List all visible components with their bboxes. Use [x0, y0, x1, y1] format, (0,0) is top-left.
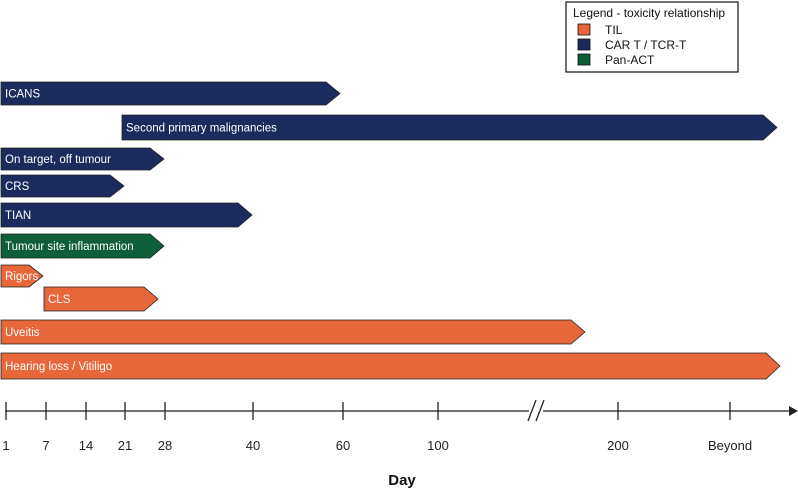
legend-label-car-t-tcr-t: CAR T / TCR-T: [605, 38, 687, 52]
bar-label-icans: ICANS: [5, 89, 40, 101]
legend-box: [565, 1, 739, 73]
x-axis-title: Day: [388, 472, 416, 489]
legend-swatch-car-t-tcr-t: [577, 38, 591, 51]
x-tick-label-200: 200: [607, 438, 629, 453]
bar-crs: [0, 174, 125, 198]
x-tick-label-100: 100: [427, 438, 449, 453]
bar-second-primary-malignancies: [121, 114, 778, 141]
x-tick-label-28: 28: [158, 438, 172, 453]
legend-title: Legend - toxicity relationship: [573, 6, 725, 20]
axis-break-mark-2: [535, 399, 545, 422]
legend-swatch-til: [577, 23, 591, 36]
x-axis-arrowhead: [789, 406, 798, 416]
bars-layer: ICANS Second primary malignancies On targe…: [0, 81, 781, 380]
bar-label-on-target-off-tumour: On target, off tumour: [5, 154, 111, 166]
bar-cls: [43, 286, 159, 312]
bar-label-tumour-site-inflammation: Tumour site inflammation: [5, 241, 134, 253]
bar-label-cls: CLS: [48, 294, 71, 306]
x-tick-label-1: 1: [2, 438, 9, 453]
bar-uveitis: [0, 319, 586, 345]
x-tick-label-14: 14: [79, 438, 93, 453]
x-tick-label-beyond: Beyond: [708, 438, 752, 453]
bar-label-crs: CRS: [5, 181, 30, 193]
bar-rigors: [0, 264, 44, 288]
bar-label-tian: TIAN: [5, 210, 31, 222]
x-tick-label-60: 60: [336, 438, 350, 453]
x-tick-label-40: 40: [246, 438, 260, 453]
bar-label-uveitis: Uveitis: [5, 327, 40, 339]
bar-label-second-primary-malignancies: Second primary malignancies: [126, 123, 277, 135]
axis-break-mark-1: [527, 399, 537, 422]
bar-label-hearing-loss-vitiligo: Hearing loss / Vitiligo: [5, 361, 112, 373]
legend-label-til: TIL: [605, 23, 623, 37]
bar-on-target-off-tumour: [0, 147, 165, 171]
x-axis: 1 7 14 21 28 40 60 100 200 Beyond: [2, 399, 798, 453]
x-tick-label-7: 7: [42, 438, 49, 453]
bar-icans: [0, 81, 341, 106]
bar-tian: [0, 202, 253, 228]
legend-label-pan-act: Pan-ACT: [605, 53, 655, 67]
legend-swatch-pan-act: [577, 53, 591, 66]
x-tick-label-21: 21: [118, 438, 132, 453]
bar-tumour-site-inflammation: [0, 233, 165, 259]
bar-hearing-loss-vitiligo: [0, 352, 781, 380]
bar-label-rigors: Rigors: [5, 271, 38, 283]
